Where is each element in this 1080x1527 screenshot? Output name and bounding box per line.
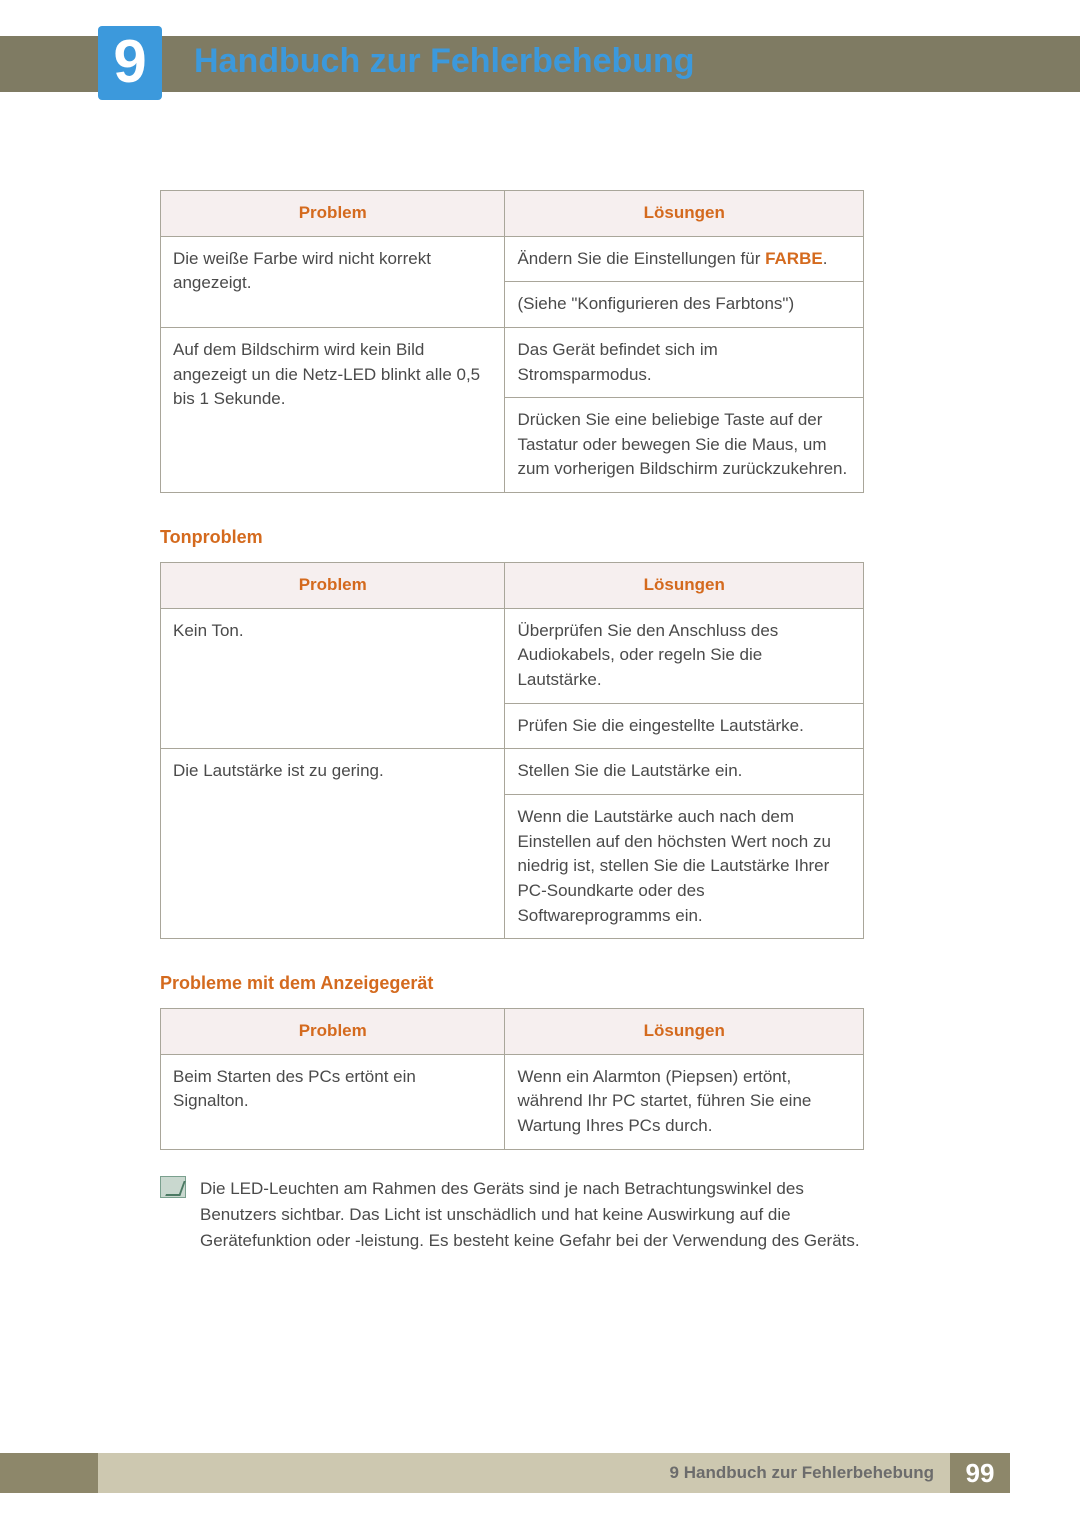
section-heading-anzeigegeraet: Probleme mit dem Anzeigegerät xyxy=(160,973,864,994)
page-number: 99 xyxy=(950,1453,1010,1493)
note-icon xyxy=(160,1176,186,1198)
solution-cell: (Siehe "Konfigurieren des Farbtons") xyxy=(505,282,864,328)
solution-text: . xyxy=(823,249,828,268)
table-row: Die Lautstärke ist zu gering. Stellen Si… xyxy=(161,749,864,795)
info-note: Die LED-Leuchten am Rahmen des Geräts si… xyxy=(160,1176,864,1255)
col-header-solution: Lösungen xyxy=(505,1009,864,1055)
chapter-number-badge: 9 xyxy=(98,26,162,100)
page-content: Problem Lösungen Die weiße Farbe wird ni… xyxy=(160,190,864,1255)
col-header-solution: Lösungen xyxy=(505,563,864,609)
solution-cell: Überprüfen Sie den Anschluss des Audioka… xyxy=(505,608,864,703)
footer-pad xyxy=(1010,1453,1080,1493)
problem-cell: Auf dem Bildschirm wird kein Bild angeze… xyxy=(161,327,505,492)
farbe-link[interactable]: FARBE xyxy=(765,249,823,268)
solution-cell: Wenn ein Alarmton (Piepsen) ertönt, währ… xyxy=(505,1054,864,1149)
solution-cell: Prüfen Sie die eingestellte Lautstärke. xyxy=(505,703,864,749)
solution-cell: Das Gerät befindet sich im Stromsparmodu… xyxy=(505,327,864,397)
solution-cell: Stellen Sie die Lautstärke ein. xyxy=(505,749,864,795)
footer-breadcrumb: 9 Handbuch zur Fehlerbehebung xyxy=(670,1463,934,1483)
note-text: Die LED-Leuchten am Rahmen des Geräts si… xyxy=(200,1176,864,1255)
footer-accent xyxy=(0,1453,98,1493)
solution-cell: Ändern Sie die Einstellungen für FARBE. xyxy=(505,236,864,282)
footer-breadcrumb-bar: 9 Handbuch zur Fehlerbehebung xyxy=(98,1453,950,1493)
troubleshoot-table-sound: Problem Lösungen Kein Ton. Überprüfen Si… xyxy=(160,562,864,939)
table-row: Kein Ton. Überprüfen Sie den Anschluss d… xyxy=(161,608,864,703)
table-row: Die weiße Farbe wird nicht korrekt angez… xyxy=(161,236,864,282)
problem-cell: Die Lautstärke ist zu gering. xyxy=(161,749,505,939)
solution-cell: Drücken Sie eine beliebige Taste auf der… xyxy=(505,398,864,493)
page-footer: 9 Handbuch zur Fehlerbehebung 99 xyxy=(0,1453,1080,1493)
solution-text: Ändern Sie die Einstellungen für xyxy=(517,249,765,268)
col-header-problem: Problem xyxy=(161,563,505,609)
problem-cell: Kein Ton. xyxy=(161,608,505,749)
chapter-title: Handbuch zur Fehlerbehebung xyxy=(194,42,695,81)
problem-cell: Beim Starten des PCs ertönt ein Signalto… xyxy=(161,1054,505,1149)
solution-cell: Wenn die Lautstärke auch nach dem Einste… xyxy=(505,794,864,938)
troubleshoot-table-screen: Problem Lösungen Die weiße Farbe wird ni… xyxy=(160,190,864,493)
troubleshoot-table-device: Problem Lösungen Beim Starten des PCs er… xyxy=(160,1008,864,1150)
col-header-problem: Problem xyxy=(161,1009,505,1055)
table-row: Auf dem Bildschirm wird kein Bild angeze… xyxy=(161,327,864,397)
problem-cell: Die weiße Farbe wird nicht korrekt angez… xyxy=(161,236,505,327)
section-heading-tonproblem: Tonproblem xyxy=(160,527,864,548)
col-header-solution: Lösungen xyxy=(505,191,864,237)
col-header-problem: Problem xyxy=(161,191,505,237)
table-row: Beim Starten des PCs ertönt ein Signalto… xyxy=(161,1054,864,1149)
